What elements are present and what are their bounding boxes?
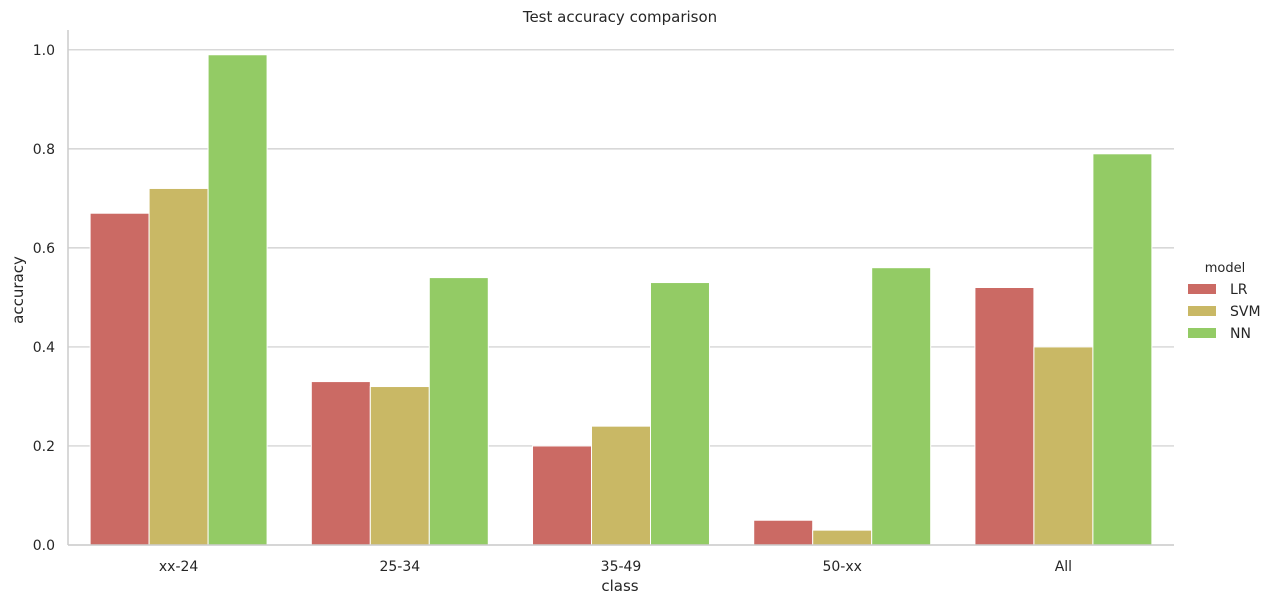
y-tick-label: 0.4 xyxy=(33,340,55,356)
bar-nn-all xyxy=(1092,153,1153,546)
legend-label: LR xyxy=(1230,282,1248,298)
y-tick-label: 0.8 xyxy=(33,142,55,158)
bar-lr-50-xx xyxy=(753,519,814,546)
chart-title: Test accuracy comparison xyxy=(522,8,717,26)
x-tick-label: 25-34 xyxy=(379,559,420,575)
x-tick-label: All xyxy=(1055,559,1072,575)
legend-title: model xyxy=(1205,261,1245,276)
bar-svm-25-34 xyxy=(369,386,430,546)
x-axis-label: class xyxy=(601,577,638,595)
legend-swatch xyxy=(1188,306,1216,316)
bar-lr-all xyxy=(974,287,1035,546)
y-tick-label: 1.0 xyxy=(33,43,55,59)
bar-nn-35-49 xyxy=(649,282,710,546)
y-axis-label: accuracy xyxy=(9,256,27,324)
axes xyxy=(67,30,1174,546)
bar-svm-xx-24 xyxy=(148,187,209,546)
legend: model LR SVM NN xyxy=(1188,261,1261,342)
legend-swatch xyxy=(1188,328,1216,338)
legend-swatch xyxy=(1188,284,1216,294)
y-tick-label: 0.6 xyxy=(33,241,55,257)
bar-lr-25-34 xyxy=(310,381,371,546)
x-tick-label: 50-xx xyxy=(822,559,861,575)
bar-lr-xx-24 xyxy=(89,212,150,546)
x-tick-label: xx-24 xyxy=(159,559,199,575)
y-tick-label: 0.0 xyxy=(33,538,55,554)
legend-label: NN xyxy=(1230,326,1251,342)
bar-nn-xx-24 xyxy=(207,54,268,546)
bar-lr-35-49 xyxy=(532,445,593,546)
y-ticks: 0.0 0.2 0.4 0.6 0.8 1.0 xyxy=(33,43,55,554)
x-ticks: xx-24 25-34 35-49 50-xx All xyxy=(159,559,1072,575)
bars xyxy=(89,54,1153,546)
bar-svm-all xyxy=(1033,346,1094,546)
bar-nn-50-xx xyxy=(871,267,932,546)
bar-nn-25-34 xyxy=(428,277,489,546)
bar-svm-50-xx xyxy=(812,529,873,546)
bar-svm-35-49 xyxy=(591,425,651,546)
x-tick-label: 35-49 xyxy=(601,559,642,575)
y-tick-label: 0.2 xyxy=(33,439,55,455)
legend-label: SVM xyxy=(1230,304,1261,320)
